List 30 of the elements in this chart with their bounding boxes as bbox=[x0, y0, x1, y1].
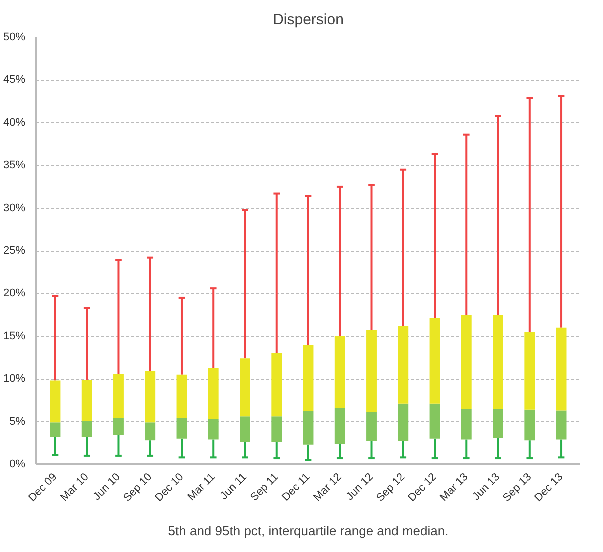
x-tick-label: Mar 13 bbox=[438, 471, 471, 504]
y-tick-label: 35% bbox=[3, 160, 26, 172]
x-tick-label: Mar 12 bbox=[312, 471, 344, 504]
x-tick-label: Dec 11 bbox=[280, 471, 313, 504]
y-tick-label: 5% bbox=[10, 416, 26, 428]
x-tick-label: Dec 13 bbox=[532, 471, 566, 504]
x-tick-label: Jun 10 bbox=[91, 471, 123, 504]
x-tick-label: Mar 11 bbox=[186, 471, 218, 504]
y-tick-label: 10% bbox=[3, 373, 26, 386]
x-tick-label: Dec 09 bbox=[26, 471, 60, 504]
x-tick-label: Jun 12 bbox=[344, 471, 376, 504]
x-tick-label: Jun 13 bbox=[470, 471, 503, 504]
y-tick-label: 45% bbox=[3, 74, 26, 86]
y-tick-label: 15% bbox=[3, 330, 26, 342]
y-tick-label: 50% bbox=[3, 32, 26, 44]
chart-title: Dispersion bbox=[273, 12, 344, 28]
x-tick-label: Sep 10 bbox=[121, 471, 155, 504]
y-tick-label: 0% bbox=[10, 458, 26, 470]
x-tick-label: Dec 12 bbox=[406, 471, 440, 504]
x-tick-label: Sep 13 bbox=[501, 471, 534, 504]
x-tick-label: Sep 11 bbox=[248, 471, 282, 504]
y-tick-label: 25% bbox=[3, 245, 26, 257]
x-tick-label: Sep 12 bbox=[374, 471, 408, 504]
text: 5th and 95th pct, interquartile range and median. bbox=[168, 524, 449, 538]
x-tick-label: Mar 10 bbox=[58, 471, 92, 504]
y-tick-label: 40% bbox=[3, 116, 26, 129]
y-tick-label: 30% bbox=[3, 202, 26, 214]
x-tick-label: Dec 10 bbox=[153, 471, 186, 504]
y-tick-label: 20% bbox=[3, 288, 26, 300]
x-tick-label: Jun 11 bbox=[218, 471, 250, 503]
